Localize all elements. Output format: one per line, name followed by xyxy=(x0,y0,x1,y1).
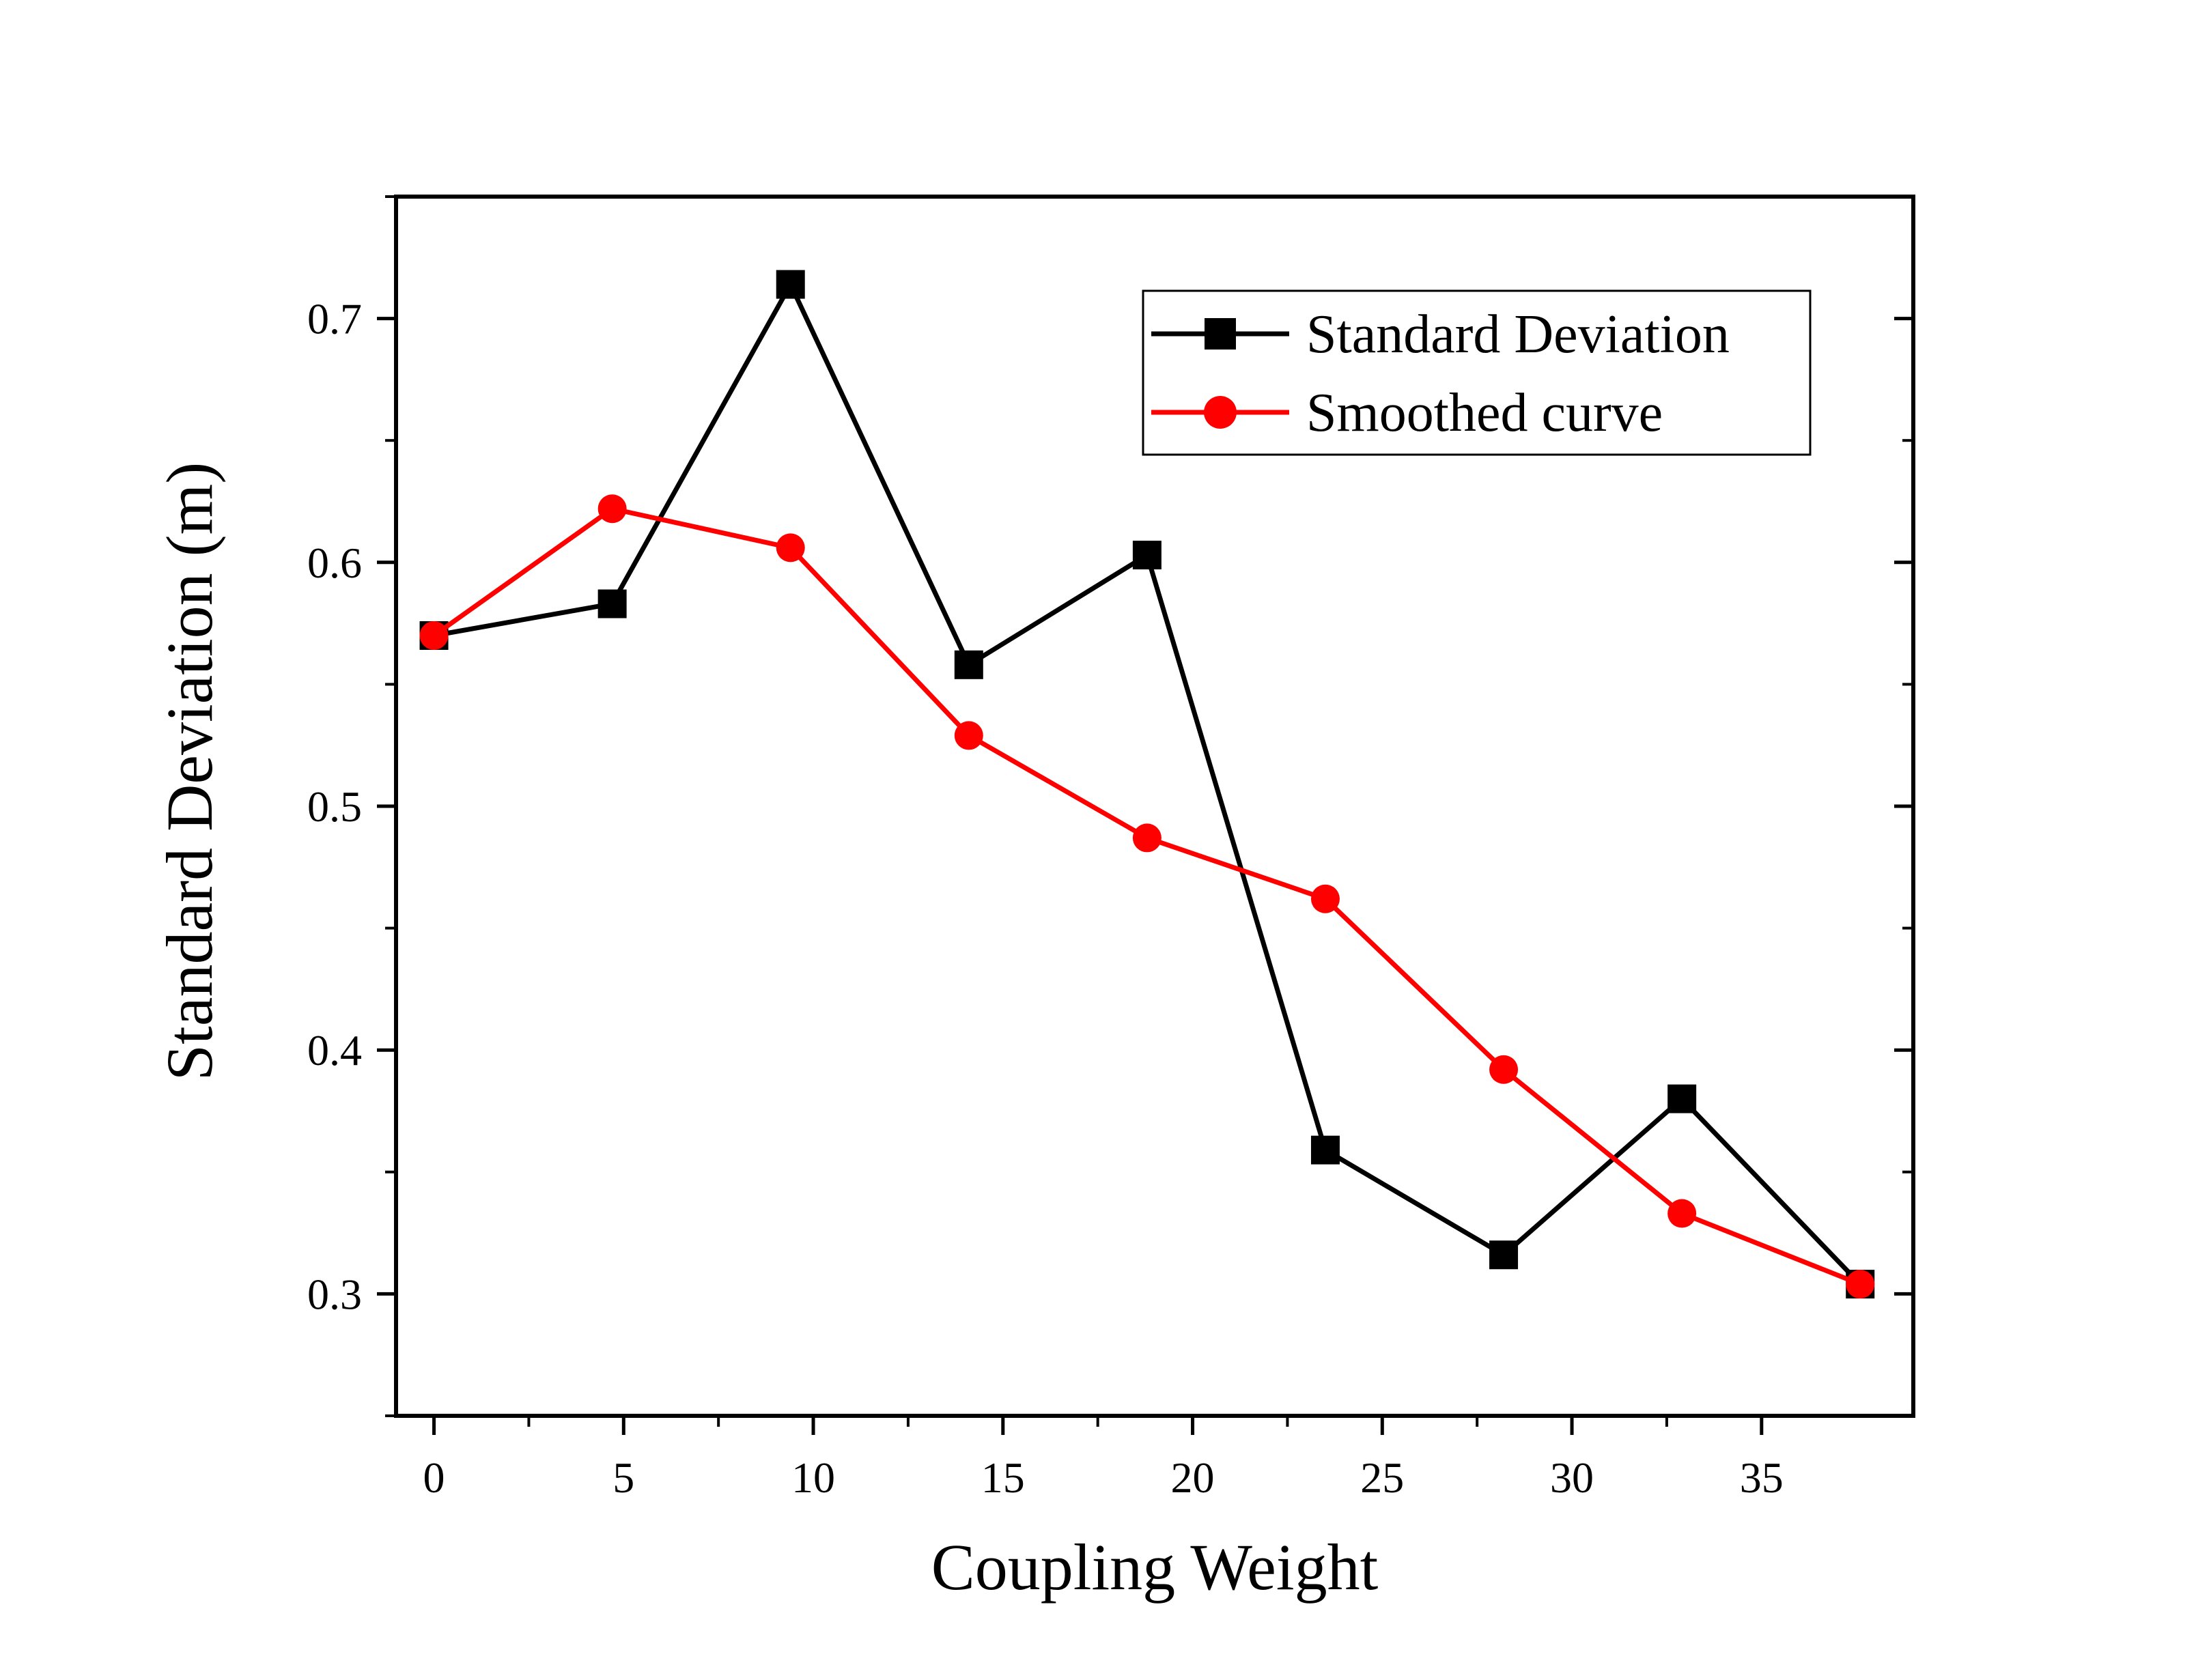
data-point-smoothed-curve xyxy=(776,533,805,563)
data-point-standard-deviation xyxy=(1310,1135,1340,1165)
data-point-standard-deviation xyxy=(954,650,983,679)
y-tick-label: 0.3 xyxy=(307,1270,362,1318)
data-point-smoothed-curve xyxy=(1667,1199,1697,1228)
data-point-smoothed-curve xyxy=(1132,823,1162,853)
x-axis-title: Coupling Weight xyxy=(931,1530,1379,1604)
data-point-standard-deviation xyxy=(1132,541,1162,570)
axis-ticks xyxy=(377,195,1913,1435)
y-tick-label: 0.6 xyxy=(307,539,362,587)
legend-box xyxy=(1142,289,1812,456)
legend-marker-standard-deviation xyxy=(1205,318,1236,350)
data-point-smoothed-curve xyxy=(954,721,983,750)
data-point-smoothed-curve xyxy=(419,621,449,650)
data-point-smoothed-curve xyxy=(1846,1270,1875,1299)
legend-label-standard-deviation: Standard Deviation xyxy=(1306,304,1730,365)
y-tick-label: 0.5 xyxy=(307,782,362,831)
y-tick-label: 0.4 xyxy=(307,1026,362,1074)
legend-label-smoothed-curve: Smoothed curve xyxy=(1306,383,1663,443)
data-point-standard-deviation xyxy=(597,589,627,618)
data-point-standard-deviation xyxy=(1667,1084,1697,1113)
data-point-smoothed-curve xyxy=(597,494,627,524)
x-tick-label: 30 xyxy=(1550,1453,1594,1502)
x-tick-label: 20 xyxy=(1171,1453,1215,1502)
legend: Standard Deviation Smoothed curve xyxy=(1142,289,1812,456)
legend-marker-smoothed-curve xyxy=(1204,396,1237,429)
x-tick-label: 5 xyxy=(613,1453,634,1502)
data-point-smoothed-curve xyxy=(1489,1055,1519,1084)
y-tick-label: 0.7 xyxy=(307,295,362,343)
data-point-standard-deviation xyxy=(1489,1240,1519,1270)
data-point-smoothed-curve xyxy=(1310,884,1340,913)
x-tick-label: 35 xyxy=(1740,1453,1784,1502)
y-axis-title: Standard Deviation (m) xyxy=(153,462,226,1081)
x-tick-label: 10 xyxy=(791,1453,835,1502)
x-tick-labels: 0 5 10 15 20 25 30 35 xyxy=(423,1453,1784,1502)
x-tick-label: 15 xyxy=(981,1453,1025,1502)
x-tick-label: 0 xyxy=(423,1453,445,1502)
series-layer xyxy=(419,270,1875,1299)
y-tick-labels: 0.3 0.4 0.5 0.6 0.7 xyxy=(307,295,362,1319)
x-tick-label: 25 xyxy=(1360,1453,1404,1502)
series-line-smoothed-curve xyxy=(432,506,1861,1287)
data-point-standard-deviation xyxy=(776,270,805,299)
